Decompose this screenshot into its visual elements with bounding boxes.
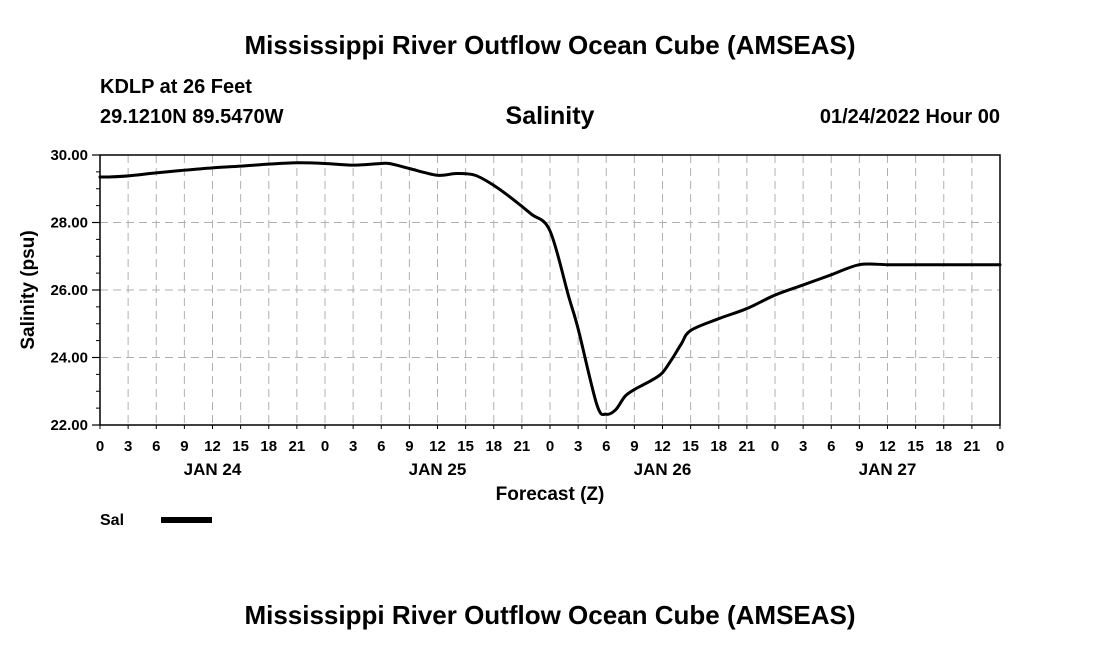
x-tick-label: 3 [349, 438, 357, 455]
tick-layer: 0 3 6 9 12 15 18 21 0 3 6 9 12 15 18 21 0 3 6 9 12 15 18 21 0 3 6 9… [50, 147, 1004, 479]
y-tick-label: 26.00 [50, 282, 88, 299]
day-label: JAN 27 [859, 460, 917, 479]
forecast-datetime: 01/24/2022 Hour 00 [819, 106, 1000, 128]
footer-title: Mississippi River Outflow Ocean Cube (AM… [244, 600, 856, 630]
x-tick-label: 12 [429, 438, 446, 455]
x-tick-label: 21 [739, 438, 756, 455]
x-tick-label: 12 [654, 438, 671, 455]
x-tick-label: 0 [321, 438, 329, 455]
x-tick-label: 18 [935, 438, 952, 455]
y-tick-label: 22.00 [50, 417, 88, 434]
station-label: KDLP at 26 Feet [100, 76, 252, 98]
plot-frame [99, 154, 1001, 426]
x-tick-label: 0 [546, 438, 554, 455]
series-line-sal [98, 161, 1002, 417]
coordinates-label: 29.1210N 89.5470W [100, 106, 284, 128]
x-tick-label: 21 [514, 438, 531, 455]
y-axis-label: Salinity (psu) [18, 230, 39, 349]
x-tick-label: 3 [799, 438, 807, 455]
day-label: JAN 24 [184, 460, 242, 479]
day-label: JAN 25 [409, 460, 467, 479]
y-tick-label: 30.00 [50, 147, 88, 164]
x-tick-label: 9 [180, 438, 188, 455]
x-tick-label: 6 [827, 438, 835, 455]
series-layer [98, 161, 1002, 417]
x-tick-label: 21 [289, 438, 306, 455]
x-tick-label: 0 [96, 438, 104, 455]
chart-main-title: Mississippi River Outflow Ocean Cube (AM… [244, 30, 856, 60]
x-tick-label: 15 [907, 438, 924, 455]
day-label: JAN 26 [634, 460, 692, 479]
x-tick-label: 18 [710, 438, 727, 455]
legend-label: Sal [100, 512, 124, 529]
x-tick-label: 9 [405, 438, 413, 455]
x-tick-label: 9 [855, 438, 863, 455]
x-tick-label: 9 [630, 438, 638, 455]
x-tick-label: 3 [124, 438, 132, 455]
x-tick-label: 12 [879, 438, 896, 455]
x-tick-label: 6 [377, 438, 385, 455]
x-tick-label: 6 [152, 438, 160, 455]
x-tick-label: 18 [260, 438, 277, 455]
x-tick-label: 18 [485, 438, 502, 455]
x-tick-label: 0 [771, 438, 779, 455]
x-tick-label: 15 [457, 438, 474, 455]
y-tick-label: 28.00 [50, 215, 88, 232]
x-tick-label: 15 [232, 438, 249, 455]
x-tick-label: 3 [574, 438, 582, 455]
x-tick-label: 15 [682, 438, 699, 455]
grid-layer [100, 154, 1000, 426]
x-tick-label: 0 [996, 438, 1004, 455]
x-tick-label: 12 [204, 438, 221, 455]
variable-title: Salinity [505, 102, 595, 130]
x-tick-label: 21 [964, 438, 981, 455]
x-axis-label: Forecast (Z) [496, 484, 605, 505]
y-tick-label: 24.00 [50, 350, 88, 367]
x-tick-label: 6 [602, 438, 610, 455]
